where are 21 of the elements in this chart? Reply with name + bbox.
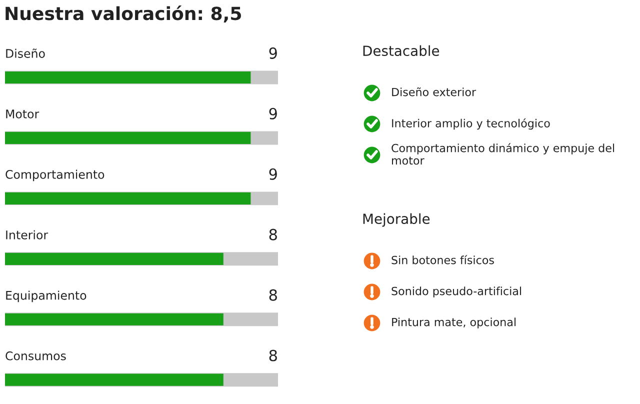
text: Diseño exterior — [392, 87, 476, 96]
y-tick-label: Consumos — [6, 351, 66, 360]
text: Pintura mate, opcional — [392, 318, 516, 328]
text: Sin botones físicos — [392, 255, 494, 264]
y-tick-label: Equipamiento — [6, 290, 86, 302]
text: Comportamiento dinámico y empuje del motor — [392, 143, 614, 165]
y-tick-label: Comportamiento — [6, 170, 104, 182]
text: Destacable — [363, 45, 440, 56]
text: Sonido pseudo-artificial — [392, 286, 522, 298]
chart-title: Nuestra valoración: 8,5 — [6, 6, 241, 23]
text: Mejorable — [363, 213, 430, 227]
data-label: 8 — [269, 289, 277, 301]
data-label: 9 — [269, 108, 277, 120]
y-tick-label: Interior — [6, 230, 48, 240]
y-tick-label: Diseño — [6, 48, 45, 58]
text: Interior amplio y tecnológico — [392, 118, 550, 130]
data-label: 8 — [269, 350, 277, 362]
data-label: 9 — [269, 47, 277, 59]
data-label: 8 — [269, 228, 277, 240]
y-tick-label: Motor — [6, 110, 40, 118]
data-label: 9 — [269, 168, 277, 180]
